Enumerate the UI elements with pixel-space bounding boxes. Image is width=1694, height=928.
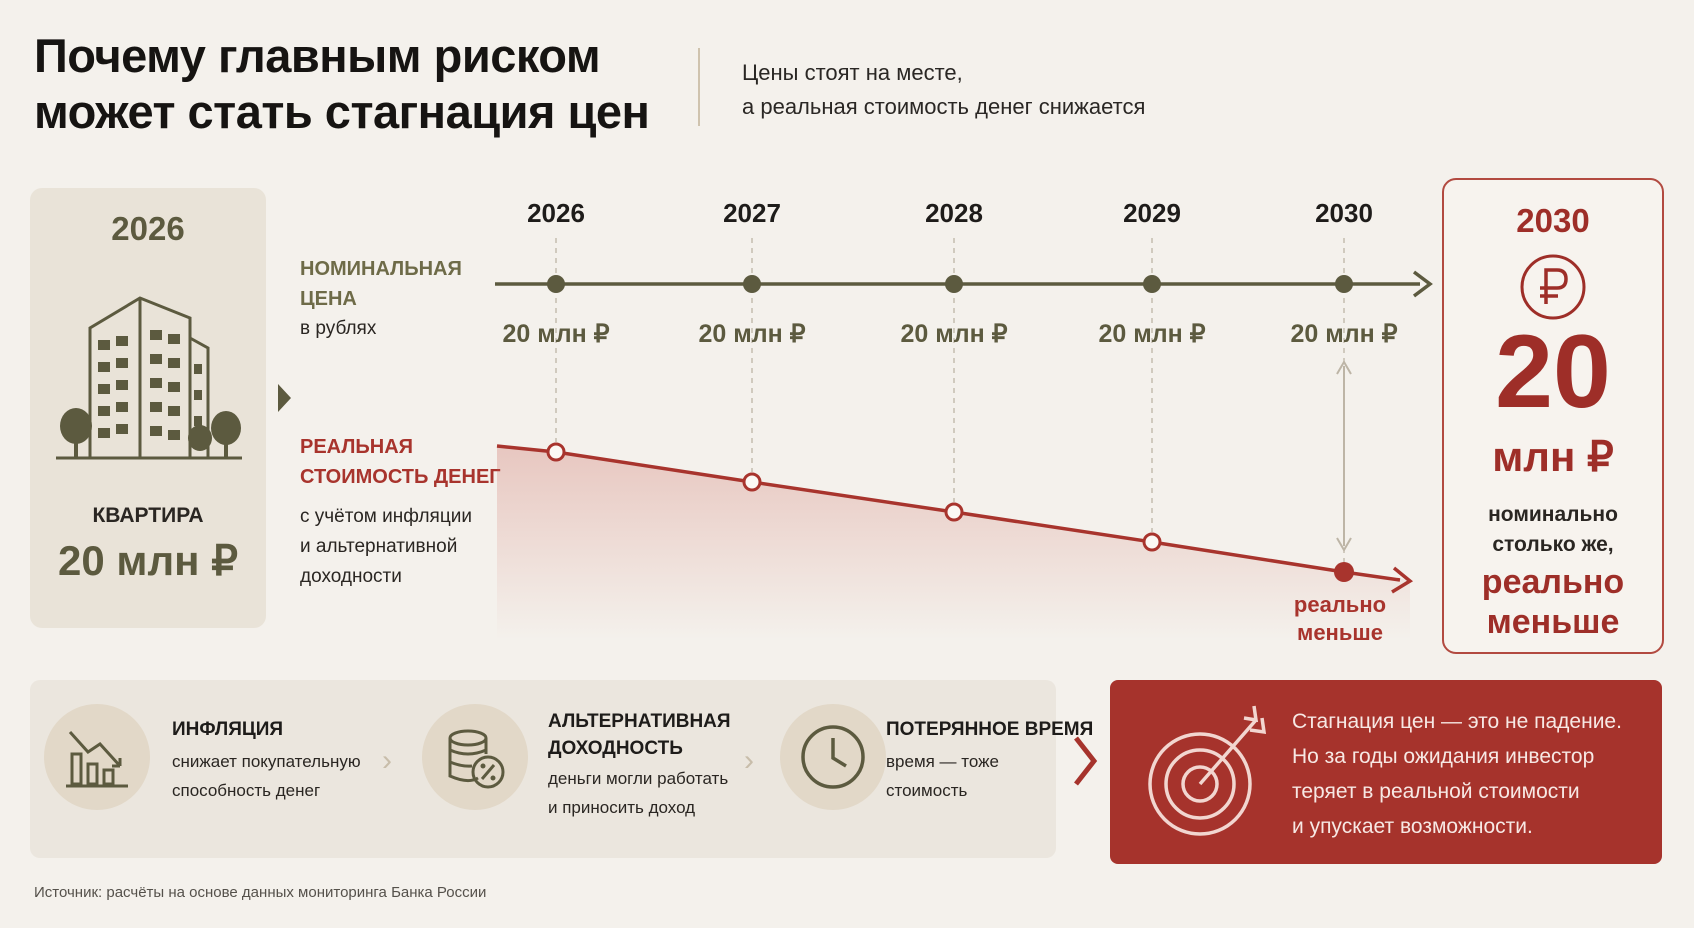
real-arrowhead-icon (1391, 566, 1414, 594)
nominal-value-2030: 20 млн ₽ (1290, 320, 1397, 348)
factor-time-desc-2: стоимость (886, 781, 968, 800)
real-point-2026 (546, 442, 566, 462)
subtitle-line-2: а реальная стоимость денег снижается (742, 94, 1146, 119)
target-icon (1148, 705, 1267, 836)
nominal-label-line-2: ЦЕНА (300, 288, 357, 310)
year-label-2030: 2030 (1315, 198, 1373, 228)
factor-inflation-desc-2: способность денег (172, 781, 321, 800)
page-title: Почему главным риском может стать стагна… (34, 28, 650, 140)
apartment-card-year: 2026 (111, 210, 185, 247)
factor-time-title: ПОТЕРЯННОЕ ВРЕМЯ (886, 719, 1094, 740)
nominal-label-line-1: НОМИНАЛЬНАЯ (300, 258, 462, 280)
year-label-2026: 2026 (527, 198, 585, 228)
real-label-line-2: СТОИМОСТЬ ДЕНЕГ (300, 466, 501, 488)
result-card-year: 2030 (1516, 202, 1590, 239)
conclusion-panel: Стагнация цен — это не падение. Но за го… (1110, 680, 1662, 864)
result-emphasis-line-2: меньше (1486, 603, 1620, 641)
chevron-right-icon (1074, 736, 1098, 786)
nominal-price-label: НОМИНАЛЬНАЯ ЦЕНА (300, 254, 462, 314)
conclusion-line-4: и упускает возможности. (1292, 815, 1533, 838)
clock-icon (801, 725, 865, 789)
conclusion-line-3: теряет в реальной стоимости (1292, 780, 1580, 803)
factor-time-icon-circle (780, 704, 886, 810)
conclusion-line-1: Стагнация цен — это не падение. (1292, 710, 1622, 733)
nominal-point-2030 (1335, 275, 1353, 293)
gap-arrow-up-icon (1336, 360, 1352, 375)
factor-yield-icon-circle (422, 704, 528, 810)
real-value-sublabel: с учётом инфляции и альтернативной доход… (300, 502, 472, 592)
nominal-point-2027 (743, 275, 761, 293)
nominal-value-2028: 20 млн ₽ (900, 320, 1007, 348)
coins-percent-icon (448, 729, 505, 789)
factor-lost-time: ПОТЕРЯННОЕ ВРЕМЯ время — тоже стоимость (886, 716, 1093, 805)
factor-yield-desc-2: и приносить доход (548, 798, 696, 817)
nominal-value-2026: 20 млн ₽ (502, 320, 609, 348)
pointer-arrow-icon (278, 384, 291, 412)
real-value-area (497, 446, 1410, 640)
real-label-line-1: РЕАЛЬНАЯ (300, 436, 414, 458)
apartment-card-label: КВАРТИРА (92, 504, 204, 527)
annotation-real-less-line-1: реально (1294, 592, 1386, 617)
header-divider (698, 48, 700, 126)
result-card-unit: млн ₽ (1492, 433, 1614, 480)
factor-alt-yield: АЛЬТЕРНАТИВНАЯ ДОХОДНОСТЬ деньги могли р… (548, 708, 731, 822)
chart-down-icon (66, 730, 128, 788)
nominal-value-2029: 20 млн ₽ (1098, 320, 1205, 348)
ruble-icon (1520, 254, 1586, 320)
result-emphasis-line-1: реально (1481, 563, 1625, 601)
real-point-2030 (1334, 562, 1354, 582)
factor-yield-title-2: ДОХОДНОСТЬ (548, 738, 683, 759)
real-sublabel-line-2: и альтернативной (300, 536, 458, 557)
factors-panel: ИНФЛЯЦИЯ снижает покупательную способнос… (30, 680, 1093, 858)
result-card-note: номинально столько же, (1444, 500, 1662, 560)
result-card-emphasis: реально меньше (1444, 562, 1662, 642)
chevron-right-icon: › (744, 744, 754, 777)
source-note: Источник: расчёты на основе данных монит… (34, 884, 487, 901)
building-icon (56, 296, 242, 460)
real-point-2028 (944, 502, 964, 522)
nominal-point-2026 (547, 275, 565, 293)
real-point-2029 (1142, 532, 1162, 552)
factor-inflation-desc-1: снижает покупательную (172, 752, 361, 771)
factor-yield-title-1: АЛЬТЕРНАТИВНАЯ (548, 711, 731, 732)
subtitle-line-1: Цены стоят на месте, (742, 60, 963, 85)
result-card-value: 20 (1495, 314, 1611, 430)
apartment-card-price: 20 млн ₽ (58, 537, 238, 584)
title-line-2: может стать стагнация цен (34, 85, 650, 138)
factor-inflation-icon-circle (44, 704, 150, 810)
nominal-arrowhead-icon (1412, 270, 1433, 298)
real-point-2027 (742, 472, 762, 492)
factor-yield-desc-1: деньги могли работать (548, 769, 729, 788)
nominal-value-2027: 20 млн ₽ (698, 320, 805, 348)
year-label-2027: 2027 (723, 198, 781, 228)
apartment-card: 2026 КВАРТИРА 20 млн ₽ (30, 188, 266, 628)
factor-inflation: ИНФЛЯЦИЯ снижает покупательную способнос… (172, 716, 361, 805)
nominal-point-2028 (945, 275, 963, 293)
year-label-2028: 2028 (925, 198, 983, 228)
result-card-2030: 2030 20 млн ₽ номинально столько же, реа… (1442, 178, 1664, 654)
factor-time-desc-1: время — тоже (886, 752, 999, 771)
title-line-1: Почему главным риском (34, 29, 601, 82)
page-subtitle: Цены стоят на месте, а реальная стоимост… (742, 56, 1145, 124)
chevron-right-icon: › (382, 744, 392, 777)
real-sublabel-line-1: с учётом инфляции (300, 506, 472, 527)
annotation-real-less-line-2: меньше (1297, 620, 1383, 645)
real-sublabel-line-3: доходности (300, 566, 402, 587)
year-label-2029: 2029 (1123, 198, 1181, 228)
real-value-label: РЕАЛЬНАЯ СТОИМОСТЬ ДЕНЕГ (300, 432, 501, 492)
conclusion-text: Стагнация цен — это не падение. Но за го… (1292, 704, 1622, 844)
conclusion-line-2: Но за годы ожидания инвестор (1292, 745, 1595, 768)
result-note-line-1: номинально (1488, 503, 1618, 526)
nominal-point-2029 (1143, 275, 1161, 293)
result-note-line-2: столько же, (1492, 533, 1614, 556)
factor-inflation-title: ИНФЛЯЦИЯ (172, 719, 284, 740)
nominal-price-sublabel: в рублях (300, 318, 377, 339)
gap-arrow-down-icon (1336, 537, 1352, 552)
